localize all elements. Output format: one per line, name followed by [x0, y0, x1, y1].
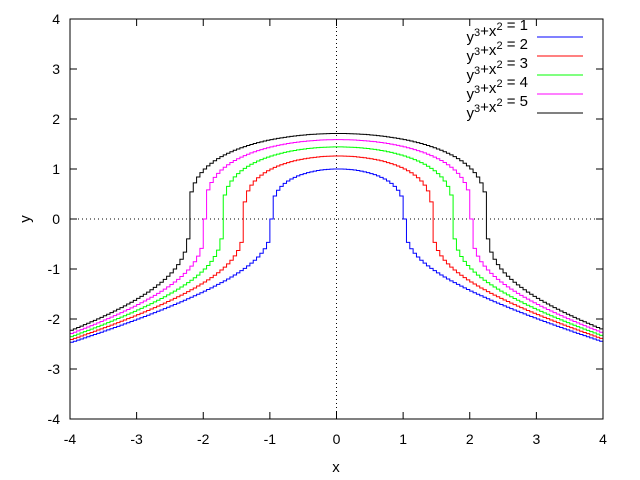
series-line-5 — [70, 133, 604, 331]
y-tick-label: -2 — [48, 311, 61, 327]
y-tick-label: -1 — [48, 261, 61, 277]
y-tick-label: 0 — [52, 211, 60, 227]
x-tick-label: 0 — [333, 431, 341, 447]
legend-label-5: y3+x2 = 5 — [467, 93, 528, 122]
x-tick-label: -1 — [264, 431, 277, 447]
x-tick-label: -3 — [130, 431, 143, 447]
x-tick-label: 1 — [399, 431, 407, 447]
y-tick-label: 1 — [52, 161, 60, 177]
curve-group — [70, 133, 604, 343]
y-tick-label: -4 — [48, 411, 61, 427]
zero-axes — [70, 19, 603, 419]
x-tick-label: 3 — [532, 431, 540, 447]
y-tick-label: -3 — [48, 361, 61, 377]
legend-label-2: y3+x2 = 2 — [467, 36, 528, 65]
series-line-3 — [70, 146, 604, 338]
y-tick-label: 3 — [52, 61, 60, 77]
y-tick-label: 2 — [52, 111, 60, 127]
series-line-1 — [70, 168, 604, 343]
tick-label-group: -4 -3 -2 -1 0 1 2 3 4 -4 -3 -2 -1 0 1 2 3 4 — [48, 11, 608, 447]
legend: y3+x2 = 1y3+x2 = 2y3+x2 = 3y3+x2 = 4y3+x… — [467, 17, 583, 122]
legend-label-1: y3+x2 = 1 — [467, 17, 528, 46]
x-tick-label: -2 — [197, 431, 210, 447]
tick-group — [69, 18, 604, 420]
x-axis-title: x — [332, 459, 340, 476]
legend-label-3: y3+x2 = 3 — [467, 55, 528, 84]
series-line-4 — [70, 139, 604, 334]
series-line-2 — [70, 155, 604, 341]
x-tick-label: 2 — [466, 431, 474, 447]
x-tick-label: 4 — [599, 431, 607, 447]
y-axis-title: y — [17, 215, 34, 223]
y-tick-label: 4 — [52, 11, 60, 27]
legend-label-4: y3+x2 = 4 — [467, 74, 528, 103]
x-tick-label: -4 — [64, 431, 77, 447]
